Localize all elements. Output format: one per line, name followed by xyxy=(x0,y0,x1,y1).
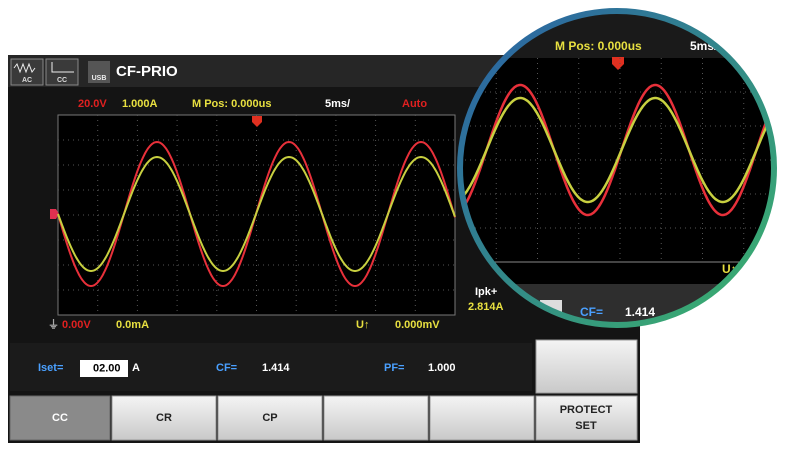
trigger-mode: Auto xyxy=(402,98,427,110)
iset-value: 02.00 xyxy=(93,362,121,374)
ch2-scale: 1.000A xyxy=(122,98,158,110)
ipk-value: 2.814A xyxy=(468,301,504,313)
ac-label: AC xyxy=(22,77,32,84)
softkey-label: CR xyxy=(156,412,172,424)
header-title: CF-PRIO xyxy=(116,63,178,80)
current-wave xyxy=(57,155,456,273)
grid xyxy=(58,115,455,315)
softkey[interactable] xyxy=(217,395,323,441)
iset-label: Iset= xyxy=(38,362,63,374)
zoom-cf-label: CF= xyxy=(580,305,603,319)
zoom-grid xyxy=(461,58,773,262)
zoom-trigger-marker xyxy=(612,57,624,70)
usb-label: USB xyxy=(92,75,107,82)
cc-label: CC xyxy=(57,77,67,84)
softkey[interactable] xyxy=(9,395,111,441)
softkey-label: CC xyxy=(52,412,68,424)
ch1-offset: 0.00V xyxy=(62,319,91,331)
ipk-label: Ipk+ xyxy=(475,286,497,298)
cc-line xyxy=(51,62,74,73)
zoom-ring xyxy=(457,8,777,328)
trigger-marker xyxy=(252,116,262,127)
ac-icon xyxy=(10,58,44,86)
softkey[interactable] xyxy=(535,395,638,441)
cf-value: 1.414 xyxy=(262,362,290,374)
softkey[interactable] xyxy=(323,395,429,441)
iset-unit: A xyxy=(132,362,140,374)
softkey[interactable] xyxy=(111,395,217,441)
ch2-offset: 0.0mA xyxy=(116,319,149,331)
ch1-scale: 20.0V xyxy=(78,98,107,110)
zoom-cf-value: 1.414 xyxy=(625,305,655,319)
iset-field[interactable] xyxy=(80,360,128,377)
softkey[interactable] xyxy=(429,395,535,441)
pf-label: PF= xyxy=(384,362,404,374)
softkey-label: CP xyxy=(262,412,277,424)
softkey-label: SET xyxy=(575,420,597,432)
timebase: 5ms/ xyxy=(325,98,350,110)
trigger-edge: U↑ xyxy=(356,319,369,331)
ac-wave xyxy=(13,62,36,74)
zoom-m-pos: M Pos: 0.000us xyxy=(555,39,642,53)
m-pos: M Pos: 0.000us xyxy=(192,98,271,110)
usb-icon xyxy=(88,61,110,83)
zoom-current-wave xyxy=(461,96,773,204)
side-key[interactable] xyxy=(535,339,638,394)
ground-symbol: ⏚ xyxy=(48,318,59,331)
pf-value: 1.000 xyxy=(428,362,456,374)
softkey-label: PROTECT xyxy=(560,404,613,416)
cf-label: CF= xyxy=(216,362,237,374)
ch-marker xyxy=(50,209,59,219)
trigger-level: 0.000mV xyxy=(395,319,440,331)
